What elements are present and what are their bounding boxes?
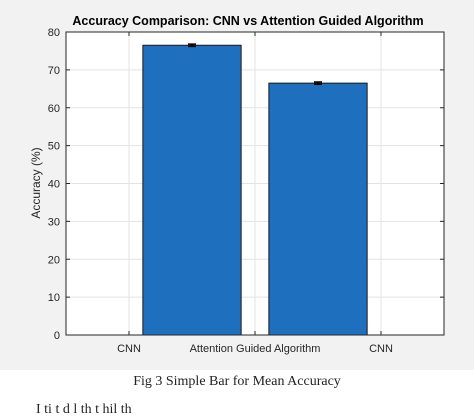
y-tick-label: 0: [54, 330, 60, 342]
chart-title: Accuracy Comparison: CNN vs Attention Gu…: [72, 14, 423, 28]
y-tick-label: 20: [48, 254, 60, 266]
x-tick-label: CNN: [117, 343, 141, 355]
y-tick-label: 30: [48, 216, 60, 228]
x-tick-labels: CNN Attention Guided Algorithm CNN: [117, 343, 393, 355]
x-tick-label: CNN: [369, 343, 393, 355]
bar-chart: Accuracy Comparison: CNN vs Attention Gu…: [29, 14, 445, 355]
axes: [65, 31, 445, 336]
y-tick-label: 10: [48, 292, 60, 304]
y-tick-labels: 0 10 20 30 40 50 60 70 80: [48, 27, 60, 342]
y-tick-label: 80: [48, 27, 60, 39]
x-tick-label: Attention Guided Algorithm: [190, 343, 321, 355]
bars: [142, 43, 368, 336]
bar: [142, 44, 242, 336]
cut-off-text-line: I ti t d l th t hil th: [36, 402, 132, 417]
figure-caption: Fig 3 Simple Bar for Mean Accuracy: [133, 374, 341, 389]
y-tick-label: 40: [48, 179, 60, 191]
y-tick-label: 50: [48, 141, 60, 153]
y-tick-label: 70: [48, 65, 60, 77]
figure-area: Accuracy Comparison: CNN vs Attention Gu…: [0, 0, 474, 370]
y-axis-label: Accuracy (%): [29, 147, 43, 218]
bar: [268, 82, 368, 336]
y-tick-label: 60: [48, 103, 60, 115]
